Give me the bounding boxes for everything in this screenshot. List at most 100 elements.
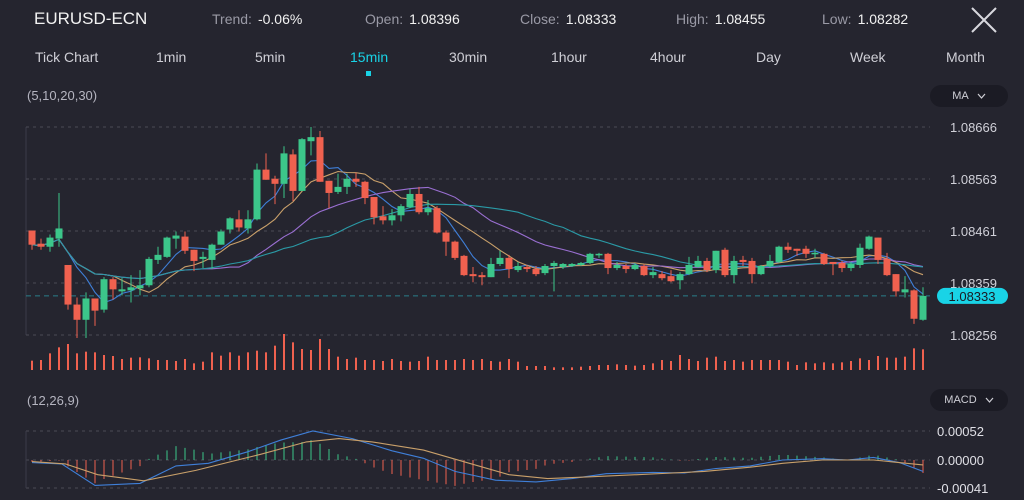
candle-body (505, 257, 513, 270)
volume-bar (256, 350, 258, 370)
volume-bar (814, 363, 816, 370)
volume-bar (922, 349, 924, 370)
candle-body (460, 255, 468, 276)
candle-body (406, 193, 414, 208)
volume-bar (292, 342, 294, 370)
candle-body (325, 180, 333, 193)
candle-body (298, 139, 306, 191)
active-tab-indicator (366, 71, 371, 76)
candle-body (757, 266, 765, 275)
volume-bar (463, 359, 465, 370)
volume-bar (778, 360, 780, 370)
volume-bar (841, 362, 843, 370)
volume-bar (805, 362, 807, 370)
candle-body (91, 298, 99, 311)
volume-bar (895, 357, 897, 370)
low-label: Low: (822, 11, 852, 27)
tab-1hour[interactable]: 1hour (551, 49, 587, 65)
candle-body (919, 295, 927, 320)
candle-body (613, 264, 621, 269)
candle-body (415, 193, 423, 213)
candle-body (577, 262, 585, 265)
macd-params: (12,26,9) (27, 393, 80, 408)
volume-bar (220, 355, 222, 370)
volume-bar (283, 334, 285, 370)
tab-day[interactable]: Day (756, 49, 781, 65)
volume-bar (481, 359, 483, 370)
candle-body (559, 263, 567, 268)
volume-bar (409, 361, 411, 370)
volume-bar (643, 365, 645, 370)
volume-bar (148, 358, 150, 370)
volume-bar (346, 359, 348, 370)
candle-body (487, 263, 495, 278)
tab-30min[interactable]: 30min (449, 49, 488, 65)
trend-stat: Trend: -0.06% (212, 11, 302, 27)
candle-body (892, 274, 900, 292)
indicator-label: MACD (944, 394, 977, 406)
volume-bar (130, 357, 132, 370)
price-tick-label: 1.08563 (950, 172, 997, 187)
candle-body (901, 289, 909, 293)
candle-body (883, 258, 891, 276)
volume-bar (319, 339, 321, 370)
indicator-label: MA (952, 90, 969, 102)
close-label: Close: (520, 11, 560, 27)
candle-body (352, 178, 360, 182)
candle-body (163, 237, 171, 257)
candle-body (847, 263, 855, 269)
tab-tick-chart[interactable]: Tick Chart (35, 49, 99, 65)
volume-bar (436, 360, 438, 370)
low-stat: Low: 1.08282 (822, 11, 908, 27)
volume-bar (697, 361, 699, 370)
candle-body (739, 259, 747, 262)
candle-body (307, 137, 315, 142)
volume-bar (751, 360, 753, 370)
volume-bar (310, 350, 312, 370)
close-button[interactable] (968, 4, 1000, 36)
tab-4hour[interactable]: 4hour (650, 49, 686, 65)
tab-1min[interactable]: 1min (156, 49, 187, 65)
candle-body (820, 253, 828, 264)
volume-bar (508, 359, 510, 370)
macd-tick-label: 0.00000 (937, 453, 984, 468)
indicator-dropdown-ma[interactable]: MA (930, 85, 1008, 107)
volume-bar (553, 367, 555, 370)
tab-15min[interactable]: 15min (350, 49, 389, 65)
macd-dea-line (31, 438, 924, 482)
volume-bar (49, 353, 51, 370)
high-value: 1.08455 (714, 11, 766, 27)
volume-bar (688, 359, 690, 370)
volume-bar (373, 360, 375, 370)
volume-bar (724, 361, 726, 370)
volume-bar (247, 352, 249, 370)
candle-body (190, 249, 198, 261)
candle-body (550, 262, 558, 267)
tab-5min[interactable]: 5min (255, 49, 286, 65)
candle-body (640, 266, 648, 276)
candle-body (145, 258, 153, 286)
candle-body (595, 253, 603, 256)
candle-body (55, 228, 63, 239)
tab-month[interactable]: Month (946, 49, 985, 65)
candle-body (667, 276, 675, 282)
candle-body (622, 266, 630, 270)
indicator-dropdown-macd[interactable]: MACD (930, 389, 1008, 411)
tab-week[interactable]: Week (850, 49, 886, 65)
candle-body (523, 267, 531, 270)
volume-bar (670, 361, 672, 370)
volume-bar (589, 366, 591, 370)
close-x-icon (971, 7, 997, 33)
candle-body (442, 232, 450, 242)
volume-bar (526, 366, 528, 370)
candle-body (469, 274, 477, 277)
candle-body (271, 178, 279, 184)
volume-bar (742, 361, 744, 370)
candle-body (37, 243, 45, 247)
candle-body (118, 289, 126, 292)
volume-bar (184, 359, 186, 370)
candle-body (676, 274, 684, 281)
candle-body (316, 137, 324, 182)
volume-bar (103, 355, 105, 370)
